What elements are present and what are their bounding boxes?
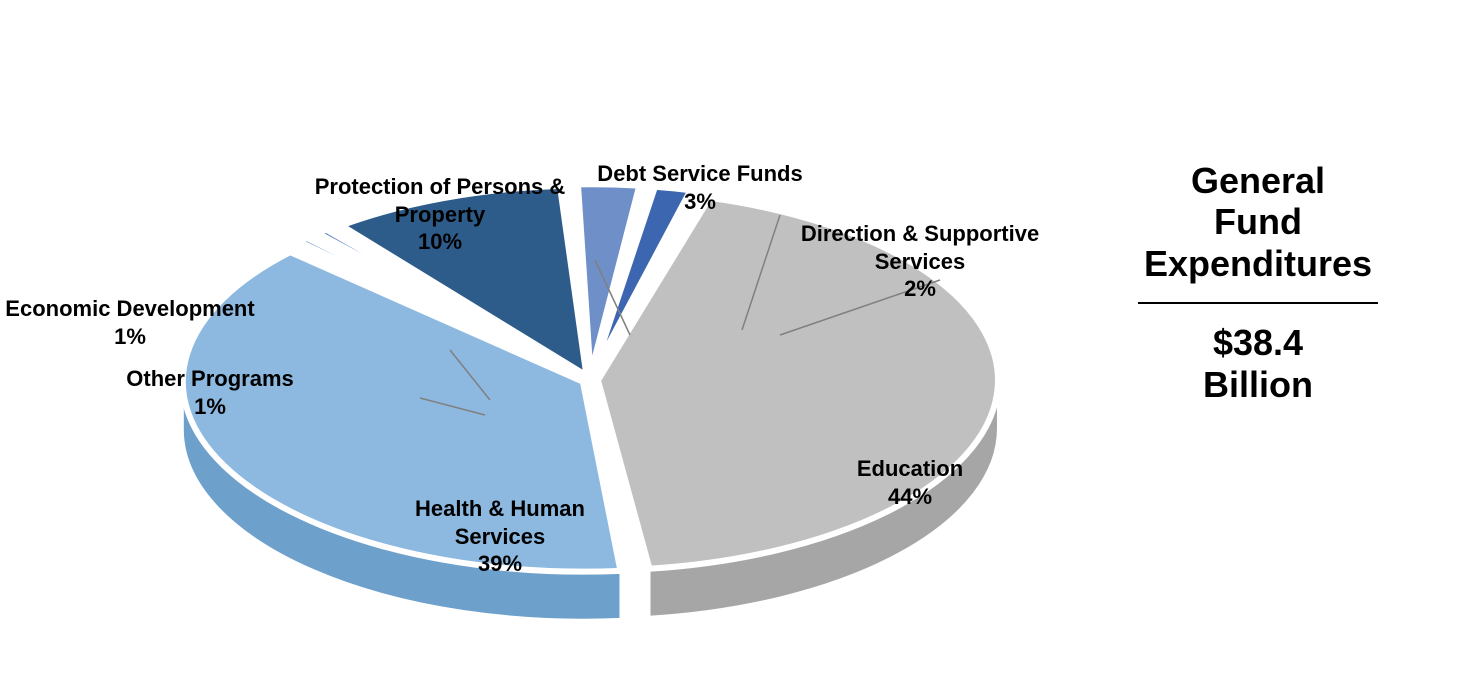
- slice-label: Health & HumanServices39%: [415, 495, 585, 578]
- slice-label: Debt Service Funds3%: [597, 160, 802, 215]
- slice-label: Protection of Persons &Property10%: [315, 173, 566, 256]
- slice-label: Education44%: [857, 455, 963, 510]
- slice-label: Other Programs1%: [126, 365, 294, 420]
- slice-label: Direction & SupportiveServices2%: [801, 220, 1039, 303]
- chart-total-amount: $38.4Billion: [1093, 322, 1423, 405]
- slice-label: Economic Development1%: [5, 295, 254, 350]
- chart-title: GeneralFundExpenditures: [1093, 160, 1423, 284]
- pie-chart-container: Education44% Health & HumanServices39% Oth…: [0, 0, 1463, 697]
- title-divider: [1138, 302, 1378, 304]
- side-info-panel: GeneralFundExpenditures $38.4Billion: [1093, 160, 1423, 405]
